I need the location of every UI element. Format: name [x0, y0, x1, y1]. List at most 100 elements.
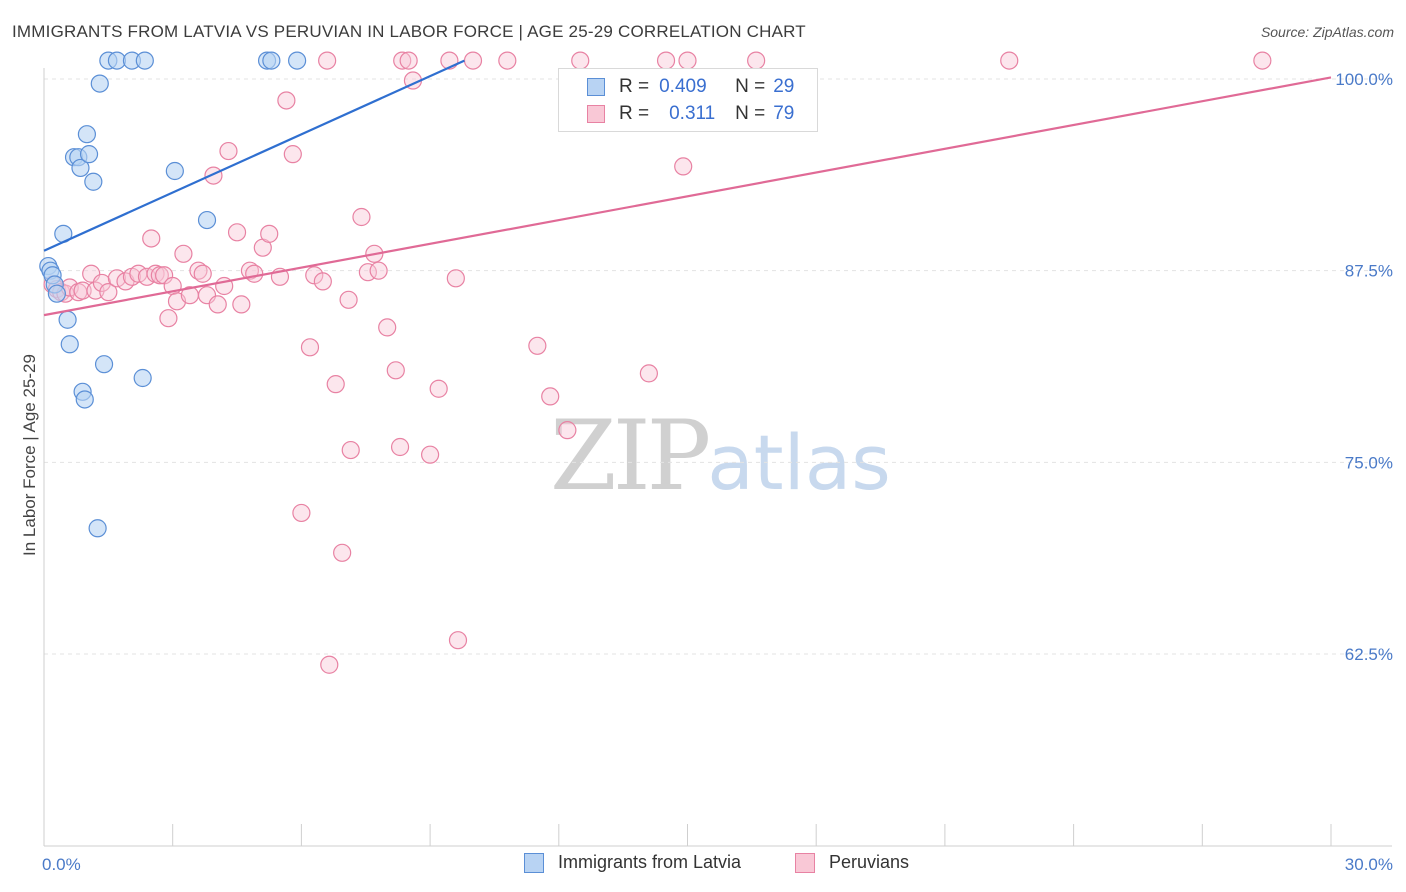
- peruvians-point: [541, 387, 560, 406]
- legend-n-label: N =: [735, 76, 766, 97]
- legend-swatch-peruvians: [795, 852, 815, 873]
- latvia-point: [71, 158, 90, 178]
- peruvians-point: [283, 145, 302, 164]
- peruvians-point: [260, 224, 279, 243]
- peruvians-point: [150, 266, 169, 285]
- x-tick-label: 30.0%: [1345, 855, 1393, 874]
- legend-r-value: 0.409: [659, 76, 707, 97]
- latvia-point: [47, 284, 66, 303]
- peruvians-point: [300, 338, 320, 357]
- peruvians-point: [463, 51, 483, 70]
- peruvians-point: [421, 445, 440, 464]
- axes: [43, 68, 1392, 847]
- latvia-point: [60, 335, 79, 354]
- legend-item-peruvians[interactable]: Peruvians: [795, 852, 909, 873]
- legend-n-value: 29: [773, 76, 795, 97]
- peruvians-point: [174, 244, 193, 263]
- peruvians-point: [339, 290, 358, 309]
- peruvians-point: [429, 379, 448, 398]
- peruvians-point: [678, 51, 697, 70]
- latvia-point: [165, 161, 184, 181]
- legend-swatch-latvia: [524, 852, 544, 873]
- latvia-point: [77, 125, 97, 144]
- legend-n-label: N =: [735, 103, 766, 124]
- legend-label-peruvians: Peruvians: [829, 852, 910, 872]
- peruvians-point: [318, 51, 337, 70]
- peruvians-point: [378, 318, 397, 337]
- peruvians-point: [208, 295, 227, 314]
- peruvians-point: [277, 91, 296, 110]
- peruvians-point: [232, 295, 251, 314]
- peruvians-point: [292, 503, 311, 523]
- watermark-zip: ZIP: [550, 400, 711, 512]
- peruvians-point: [219, 141, 238, 161]
- series-peruvians: [43, 51, 1272, 674]
- peruvians-point: [245, 264, 264, 283]
- grid-lines: [44, 78, 1392, 655]
- legend-r-label: R =: [619, 103, 650, 124]
- latvia-point: [135, 51, 154, 70]
- peruvians-point: [320, 655, 339, 674]
- source-credit: Source: ZipAtlas.com: [1260, 24, 1394, 40]
- y-tick-label: 87.5%: [1345, 262, 1393, 281]
- peruvians-point: [1253, 51, 1272, 70]
- peruvians-point: [341, 440, 360, 460]
- peruvians-point: [639, 364, 658, 383]
- latvia-point: [88, 519, 107, 538]
- peruvians-point: [446, 269, 465, 288]
- legend-n-value: 79: [773, 103, 795, 124]
- peruvians-point: [528, 336, 547, 355]
- peruvians-point: [333, 543, 352, 562]
- peruvians-point: [99, 283, 118, 302]
- peruvians-trend-line: [43, 76, 1332, 317]
- latvia-point: [58, 310, 77, 329]
- peruvians-point: [1000, 51, 1019, 70]
- latvia-point: [84, 172, 103, 191]
- chart-title: IMMIGRANTS FROM LATVIA VS PERUVIAN IN LA…: [12, 22, 806, 41]
- peruvians-point: [369, 261, 388, 280]
- y-tick-label: 75.0%: [1345, 453, 1393, 472]
- peruvians-point: [674, 157, 693, 176]
- legend-swatch-peruvians: [587, 105, 605, 123]
- x-tick-label: 0.0%: [42, 855, 81, 874]
- legend-label-latvia: Immigrants from Latvia: [558, 852, 742, 872]
- series-legend: Immigrants from Latvia Peruvians: [0, 852, 1406, 878]
- legend-row-latvia: R = 0.409 N = 29: [559, 74, 794, 100]
- latvia-point: [197, 210, 217, 230]
- latvia-point: [94, 355, 114, 374]
- peruvians-point: [227, 223, 247, 242]
- y-tick-label: 62.5%: [1345, 645, 1393, 664]
- latvia-point: [288, 51, 307, 70]
- latvia-point: [90, 74, 109, 93]
- peruvians-point: [386, 361, 405, 380]
- peruvians-point: [448, 631, 468, 650]
- peruvians-point: [73, 281, 92, 300]
- peruvians-point: [656, 51, 676, 70]
- latvia-trend-line: [43, 59, 465, 252]
- series-latvia: [39, 51, 307, 538]
- peruvians-point: [399, 51, 418, 70]
- peruvians-point: [390, 437, 410, 457]
- correlation-legend: R = 0.409 N = 29 R = 0.311 N = 79: [558, 68, 818, 132]
- y-tick-label: 100.0%: [1335, 70, 1393, 89]
- peruvians-point: [393, 51, 412, 70]
- peruvians-point: [159, 309, 178, 328]
- latvia-point: [262, 51, 281, 70]
- peruvians-point: [747, 51, 766, 70]
- peruvians-point: [558, 421, 577, 440]
- peruvians-point: [326, 375, 345, 394]
- legend-swatch-latvia: [587, 78, 605, 96]
- trend-lines: [43, 59, 1332, 317]
- legend-item-latvia[interactable]: Immigrants from Latvia: [524, 852, 741, 873]
- legend-r-label: R =: [619, 76, 650, 97]
- legend-r-value: 0.311: [669, 103, 716, 124]
- peruvians-point: [352, 207, 371, 227]
- latvia-point: [79, 145, 99, 164]
- tick-labels: 100.0% 87.5% 75.0% 62.5% 0.0% 30.0%: [42, 70, 1393, 874]
- peruvians-point: [313, 272, 332, 291]
- peruvians-point: [193, 264, 212, 283]
- peruvians-point: [498, 51, 517, 70]
- latvia-point: [133, 368, 152, 388]
- latvia-point: [75, 390, 94, 409]
